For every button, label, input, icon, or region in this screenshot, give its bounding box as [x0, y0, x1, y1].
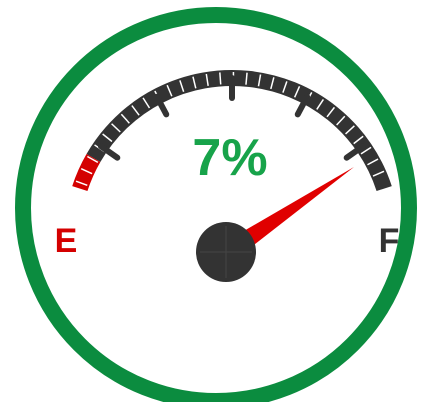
- fuel-gauge: 7% E F: [0, 0, 429, 402]
- full-label: F: [379, 222, 400, 260]
- empty-label: E: [55, 222, 78, 260]
- minor-tick: [220, 72, 221, 84]
- readout: 7%: [192, 129, 267, 187]
